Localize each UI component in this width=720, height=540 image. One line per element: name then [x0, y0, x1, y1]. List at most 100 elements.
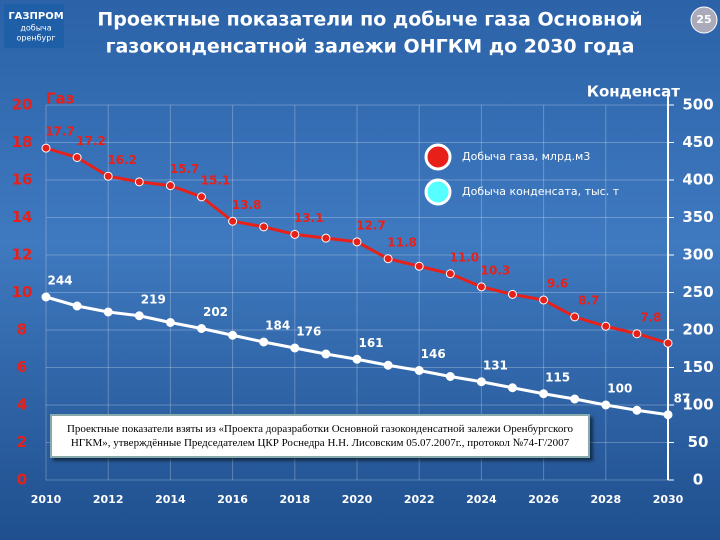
legend-marker — [424, 143, 452, 171]
point — [103, 171, 113, 181]
data-label: 10.3 — [481, 263, 511, 277]
point — [290, 229, 300, 239]
x-tick-label: 2030 — [653, 493, 684, 506]
y2-tick-label: 500 — [682, 96, 713, 114]
data-label: 202 — [203, 305, 228, 319]
point — [601, 400, 611, 410]
note: Проектные показатели взяты из «Проекта д… — [50, 414, 590, 458]
point — [41, 292, 51, 302]
point — [414, 366, 424, 375]
logo: добыча — [20, 24, 51, 33]
y-axis-label: Газ — [46, 90, 74, 108]
data-label: 115 — [545, 370, 570, 384]
y-tick-label: 8 — [17, 321, 27, 339]
data-label: 8.7 — [578, 293, 599, 307]
x-tick-label: 2024 — [466, 493, 497, 506]
x-tick-label: 2020 — [342, 493, 373, 506]
y-tick-label: 4 — [17, 396, 27, 414]
point — [197, 192, 206, 202]
y2-tick-label: 0 — [693, 471, 703, 489]
point — [445, 372, 455, 381]
point — [508, 289, 517, 299]
data-label: 219 — [141, 292, 166, 306]
logo-box — [4, 4, 64, 48]
legend-marker — [424, 178, 452, 206]
point — [259, 222, 269, 232]
y2-tick-label: 50 — [688, 433, 709, 451]
point — [476, 282, 486, 292]
point — [632, 405, 642, 415]
page-badge — [690, 6, 718, 34]
y-tick-label: 2 — [17, 433, 27, 451]
point — [383, 360, 393, 370]
y2-tick-label: 200 — [682, 321, 713, 339]
data-label: 7.8 — [640, 310, 661, 324]
data-label: 17.2 — [76, 134, 106, 148]
y2-axis-label: Конденсат — [587, 83, 681, 101]
x-tick-label: 2014 — [155, 493, 186, 506]
data-label: 13.1 — [294, 211, 324, 225]
data-label: 11.0 — [449, 250, 479, 264]
point — [663, 410, 673, 420]
chart-title: газоконденсатной залежи ОНГКМ до 2030 го… — [106, 36, 635, 58]
y2-tick-label: 350 — [682, 208, 713, 226]
page-number: 25 — [696, 13, 711, 26]
data-label: 17.7 — [45, 125, 75, 139]
y-tick-label: 14 — [12, 208, 33, 226]
point — [228, 216, 238, 226]
legend-label: Добыча газа, млрд.м3 — [462, 150, 590, 163]
y-tick-label: 16 — [12, 171, 33, 189]
data-label: 13.8 — [232, 198, 262, 212]
y-tick-label: 10 — [12, 283, 33, 301]
y2-tick-label: 300 — [682, 246, 713, 264]
point — [508, 383, 517, 393]
point — [72, 153, 82, 162]
point — [103, 307, 113, 317]
data-label: 176 — [296, 325, 321, 339]
point — [259, 337, 269, 347]
data-label: 11.8 — [387, 235, 417, 249]
y2-tick-label: 400 — [682, 171, 713, 189]
x-tick-label: 2028 — [590, 493, 621, 506]
point — [72, 301, 82, 311]
data-label: 15.1 — [201, 173, 231, 187]
point — [476, 377, 486, 387]
y-tick-label: 20 — [12, 96, 33, 114]
point — [663, 338, 673, 348]
y2-tick-label: 450 — [682, 133, 713, 151]
chart-title: Проектные показатели по добыче газа Осно… — [97, 9, 642, 31]
point — [165, 181, 175, 191]
data-label: 131 — [483, 358, 508, 372]
point — [134, 177, 144, 187]
data-label: 16.2 — [107, 153, 137, 167]
y2-tick-label: 100 — [682, 396, 713, 414]
x-tick-label: 2026 — [528, 493, 559, 506]
data-label: 244 — [47, 274, 72, 288]
x-tick-label: 2018 — [279, 493, 310, 506]
data-label: 161 — [358, 336, 383, 350]
point — [383, 254, 393, 264]
x-tick-label: 2016 — [217, 493, 248, 506]
point — [321, 349, 331, 359]
y-tick-label: 6 — [17, 358, 27, 376]
data-label: 184 — [265, 319, 290, 333]
point — [539, 389, 549, 399]
data-label: 87 — [674, 391, 691, 405]
point — [290, 343, 300, 353]
point — [601, 321, 611, 331]
point — [134, 311, 144, 321]
x-tick-label: 2010 — [31, 493, 62, 506]
point — [352, 354, 362, 364]
y-tick-label: 12 — [12, 246, 33, 264]
x-tick-label: 2022 — [404, 493, 435, 506]
point — [414, 261, 424, 271]
data-label: 15.7 — [170, 162, 200, 176]
point — [539, 295, 549, 305]
logo: ГАЗПРОМ — [8, 11, 63, 22]
point — [445, 269, 455, 279]
point — [352, 237, 362, 247]
point — [41, 143, 51, 153]
data-label: 9.6 — [547, 277, 568, 291]
point — [570, 312, 580, 322]
